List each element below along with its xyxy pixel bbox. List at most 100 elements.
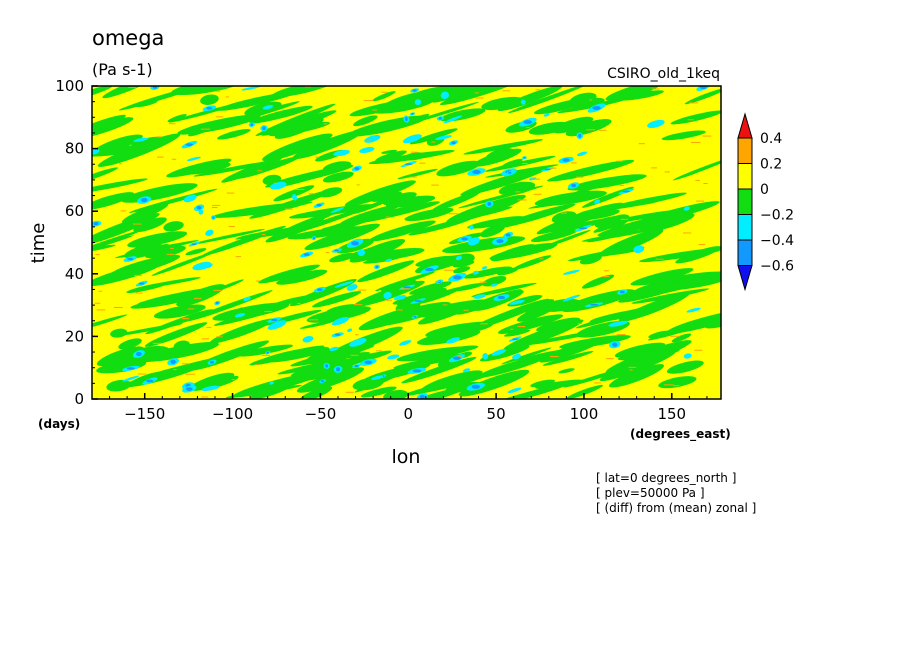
contour-patch bbox=[451, 283, 485, 292]
contour-patch bbox=[166, 158, 232, 178]
x-tick-label: 150 bbox=[657, 405, 686, 423]
contour-speck bbox=[156, 136, 162, 138]
contour-patch bbox=[331, 316, 349, 326]
contour-patch bbox=[523, 156, 526, 159]
contour-patch bbox=[414, 300, 422, 302]
contour-patch bbox=[210, 360, 215, 364]
contour-patch bbox=[136, 351, 142, 357]
contour-patch bbox=[322, 171, 354, 183]
contour-patch bbox=[592, 106, 601, 110]
contour-speck bbox=[228, 225, 235, 227]
contour-patch bbox=[321, 380, 325, 383]
contour-speck bbox=[526, 127, 530, 129]
contour-speck bbox=[695, 200, 705, 202]
contour-speck bbox=[308, 319, 319, 321]
contour-patch bbox=[269, 381, 274, 385]
contour-patch bbox=[599, 350, 676, 382]
contour-patch bbox=[581, 274, 615, 289]
contour-patch bbox=[594, 216, 627, 229]
contour-speck bbox=[235, 256, 241, 258]
colorbar-label: −0.2 bbox=[760, 208, 794, 224]
contour-speck bbox=[683, 232, 692, 234]
contour-patch bbox=[593, 218, 626, 233]
contour-speck bbox=[698, 243, 706, 245]
contour-patch bbox=[140, 342, 219, 362]
contour-speck bbox=[577, 323, 583, 325]
contour-patch bbox=[270, 318, 278, 322]
contour-patch bbox=[191, 228, 265, 245]
contour-patch bbox=[405, 116, 408, 122]
contour-patch bbox=[312, 291, 362, 308]
contour-patch bbox=[292, 194, 298, 201]
x-tick-label: −100 bbox=[212, 405, 253, 423]
contour-patch bbox=[304, 223, 380, 251]
contour-patch bbox=[205, 229, 214, 237]
contour-speck bbox=[570, 162, 577, 164]
contour-speck bbox=[325, 252, 330, 254]
contour-speck bbox=[231, 379, 235, 381]
contour-patch bbox=[512, 353, 522, 360]
contour-speck bbox=[575, 176, 584, 178]
contour-patch bbox=[200, 94, 219, 105]
contour-patch bbox=[393, 295, 407, 301]
contour-patch bbox=[241, 86, 261, 91]
contour-speck bbox=[128, 86, 136, 88]
colorbar-label: 0.2 bbox=[760, 157, 782, 173]
contour-patch bbox=[237, 344, 293, 357]
contour-patch bbox=[212, 216, 215, 219]
contour-patch bbox=[92, 149, 100, 155]
contour-patch bbox=[364, 360, 373, 365]
contour-speck bbox=[372, 109, 378, 111]
colorbar-label: 0 bbox=[760, 182, 769, 198]
contour-speck bbox=[719, 249, 721, 251]
model-label: CSIRO_old_1keq bbox=[607, 66, 720, 82]
contour-patch bbox=[375, 265, 379, 269]
x-axis-units: (degrees_east) bbox=[630, 427, 731, 442]
contour-speck bbox=[294, 188, 305, 190]
contour-speck bbox=[515, 191, 521, 193]
contour-patch bbox=[371, 191, 402, 202]
contour-patch bbox=[479, 345, 530, 362]
contour-patch bbox=[635, 277, 712, 298]
contour-patch bbox=[683, 206, 690, 211]
contour-patch bbox=[274, 118, 321, 139]
contour-speck bbox=[655, 258, 664, 260]
contour-patch bbox=[523, 120, 533, 125]
contour-speck bbox=[98, 290, 103, 292]
contour-speck bbox=[353, 304, 363, 306]
contour-patch bbox=[497, 314, 564, 334]
contour-patch bbox=[354, 365, 359, 368]
contour-patch bbox=[409, 128, 458, 145]
contour-patch bbox=[622, 190, 630, 193]
contour-speck bbox=[517, 199, 527, 201]
contour-patch bbox=[431, 191, 481, 212]
colorbar-band bbox=[737, 163, 753, 190]
contour-patch bbox=[92, 262, 161, 287]
contour-speck bbox=[216, 336, 223, 338]
contour-patch bbox=[561, 289, 636, 312]
contour-speck bbox=[533, 193, 542, 195]
contour-patch bbox=[188, 125, 213, 137]
contour-patch bbox=[498, 181, 536, 196]
contour-speck bbox=[240, 306, 244, 308]
contour-speck bbox=[152, 342, 162, 344]
chart-units: (Pa s-1) bbox=[92, 60, 153, 79]
contour-patch bbox=[419, 394, 425, 399]
contour-patch bbox=[493, 384, 567, 399]
contour-speck bbox=[138, 373, 147, 375]
contour-patch bbox=[425, 267, 434, 272]
contour-patch bbox=[359, 147, 375, 154]
contour-patch bbox=[562, 158, 570, 162]
contour-speck bbox=[651, 88, 660, 90]
contour-patch bbox=[619, 290, 625, 294]
contour-patch bbox=[340, 203, 402, 225]
contour-patch bbox=[618, 90, 664, 101]
contour-patch bbox=[439, 108, 486, 122]
contour-patch bbox=[354, 167, 360, 171]
contour-speck bbox=[235, 239, 239, 241]
contour-patch bbox=[455, 255, 462, 261]
contour-patch bbox=[421, 370, 483, 392]
contour-speck bbox=[638, 143, 645, 145]
contour-patch bbox=[612, 342, 618, 347]
contour-patch bbox=[438, 117, 443, 120]
